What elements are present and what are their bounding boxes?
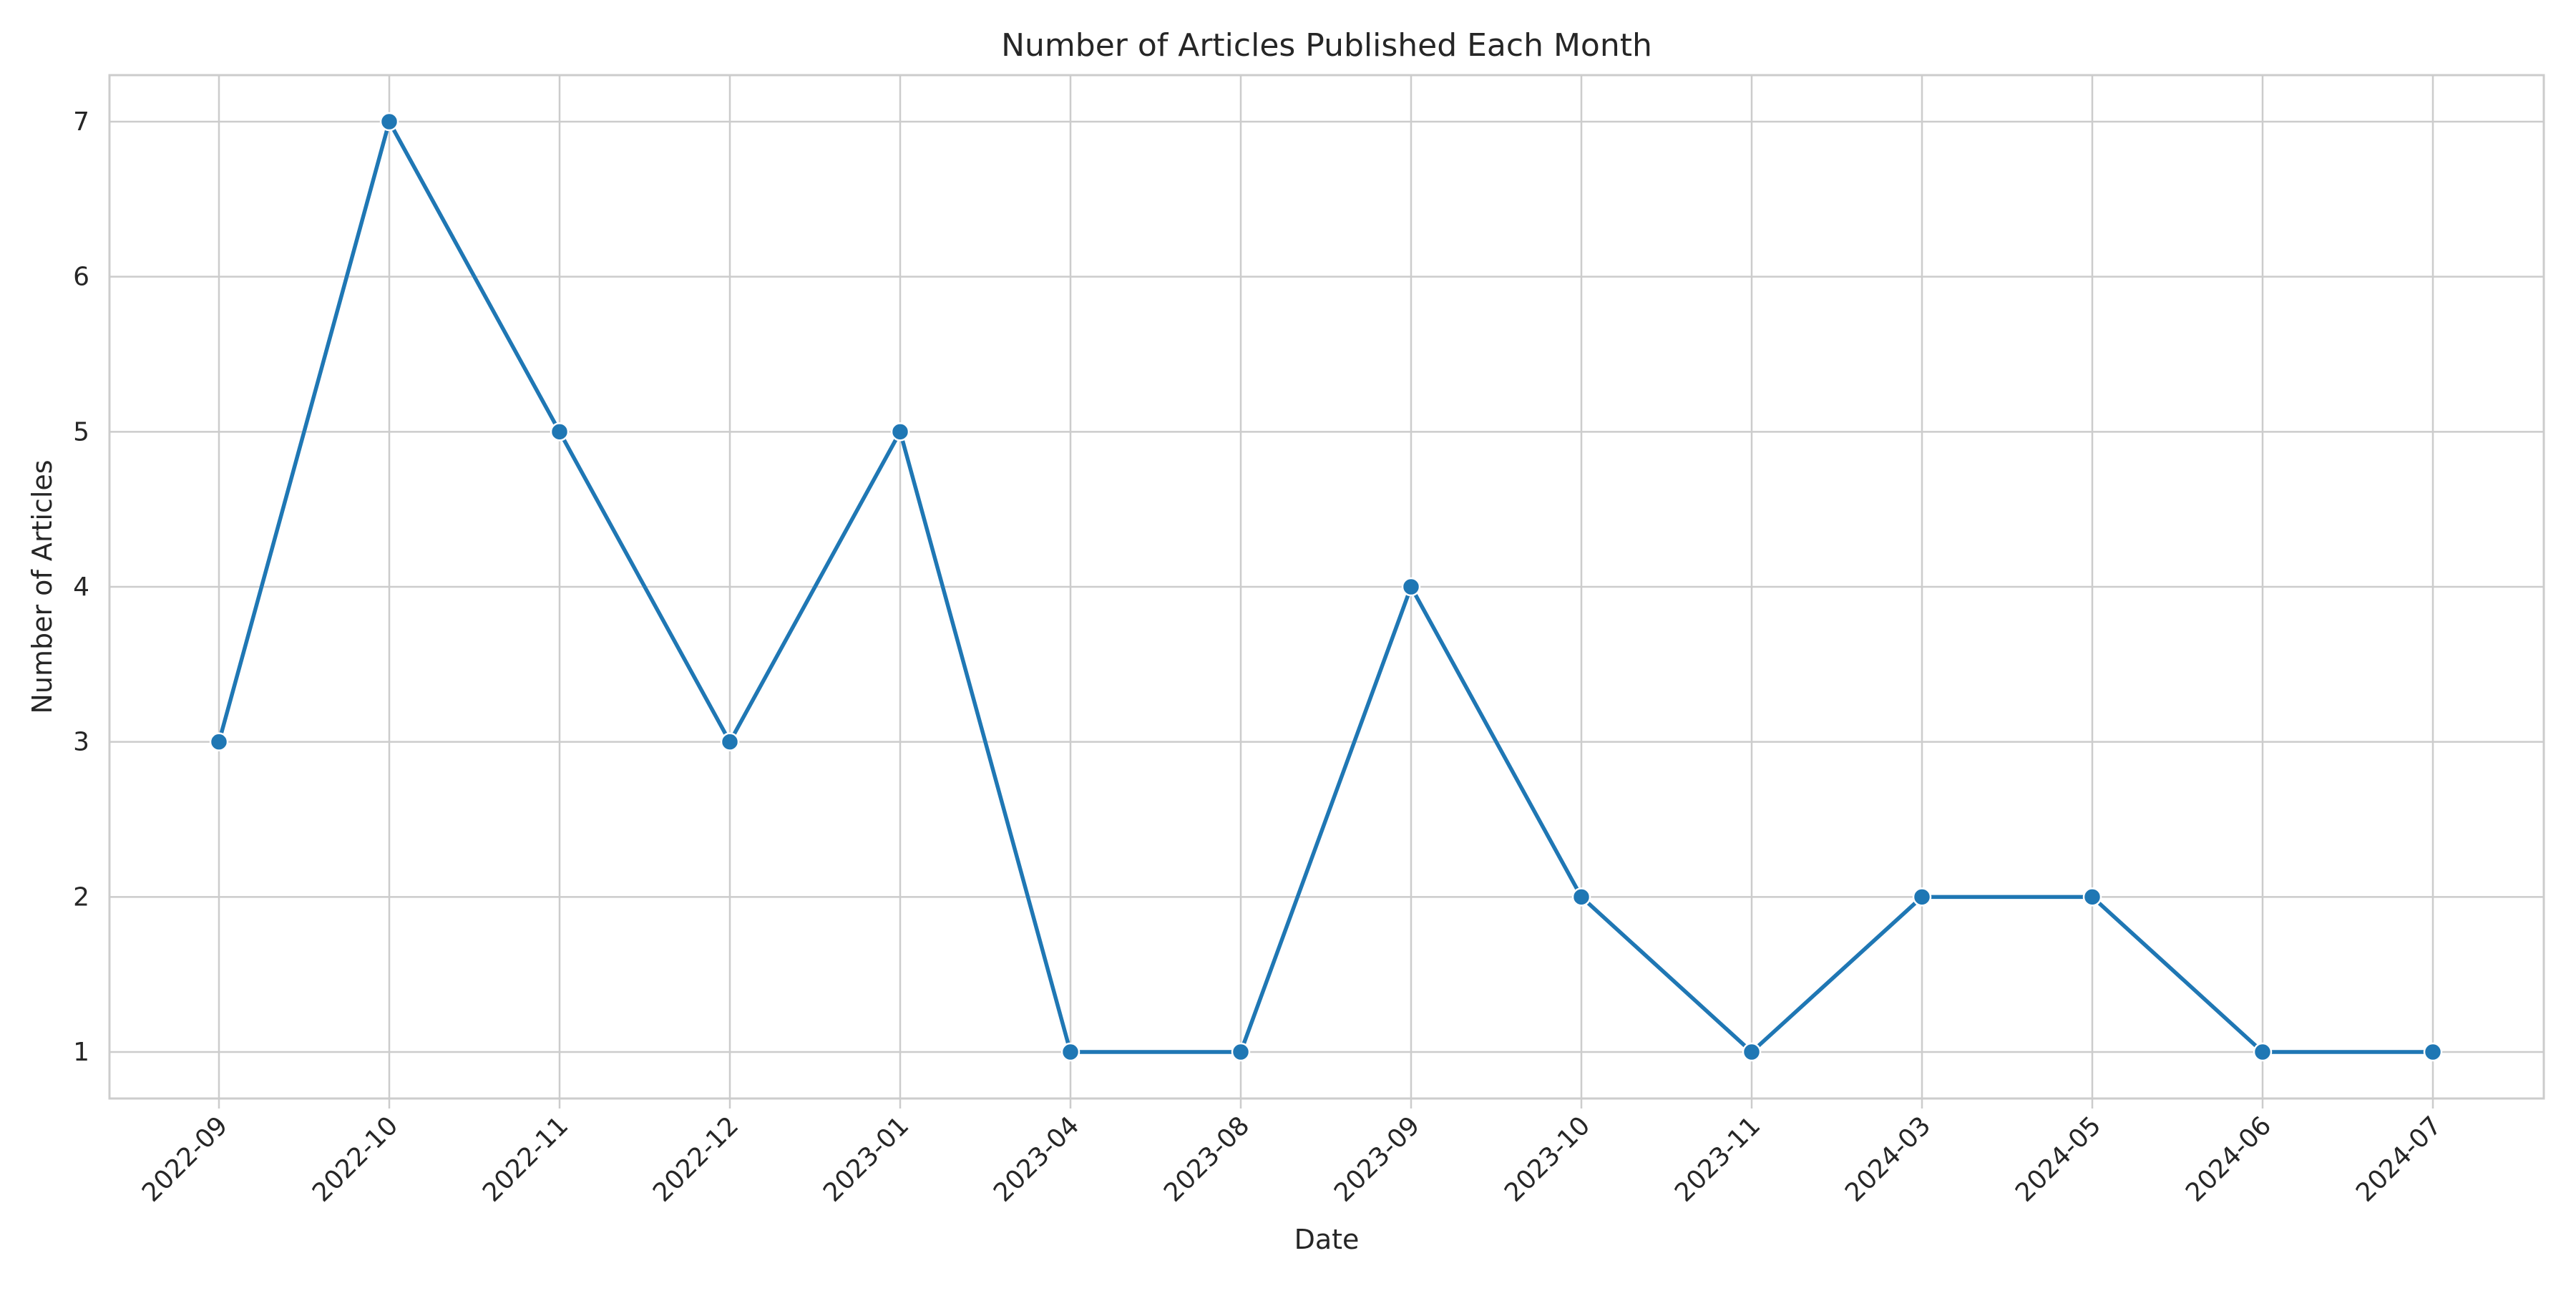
data-point [720, 732, 740, 751]
series-line [217, 120, 2435, 1054]
data-point [209, 732, 229, 751]
series [209, 112, 2443, 1062]
grid [109, 75, 2544, 1098]
data-point [1231, 1042, 1251, 1062]
y-axis-label: Number of Articles [26, 459, 58, 713]
y-tick-label: 3 [73, 728, 89, 757]
data-point [1912, 887, 1932, 907]
x-axis-label: Date [1294, 1224, 1360, 1255]
y-tick-label: 4 [73, 573, 89, 602]
data-point [2423, 1042, 2443, 1062]
y-tick-label: 6 [73, 263, 89, 292]
y-tick-label: 5 [73, 417, 89, 447]
data-point [1571, 887, 1591, 907]
data-point [1742, 1042, 1762, 1062]
data-point [379, 112, 399, 132]
chart-title: Number of Articles Published Each Month [1001, 27, 1652, 64]
data-point [550, 422, 570, 442]
data-point [2253, 1042, 2273, 1062]
data-point [1401, 577, 1421, 597]
data-point [1060, 1042, 1080, 1062]
plot-frame [108, 74, 2545, 1100]
y-tick-label: 2 [73, 882, 89, 912]
data-point [2082, 887, 2102, 907]
y-tick-label: 1 [73, 1038, 89, 1067]
y-tick-label: 7 [73, 107, 89, 137]
data-point [890, 422, 910, 442]
